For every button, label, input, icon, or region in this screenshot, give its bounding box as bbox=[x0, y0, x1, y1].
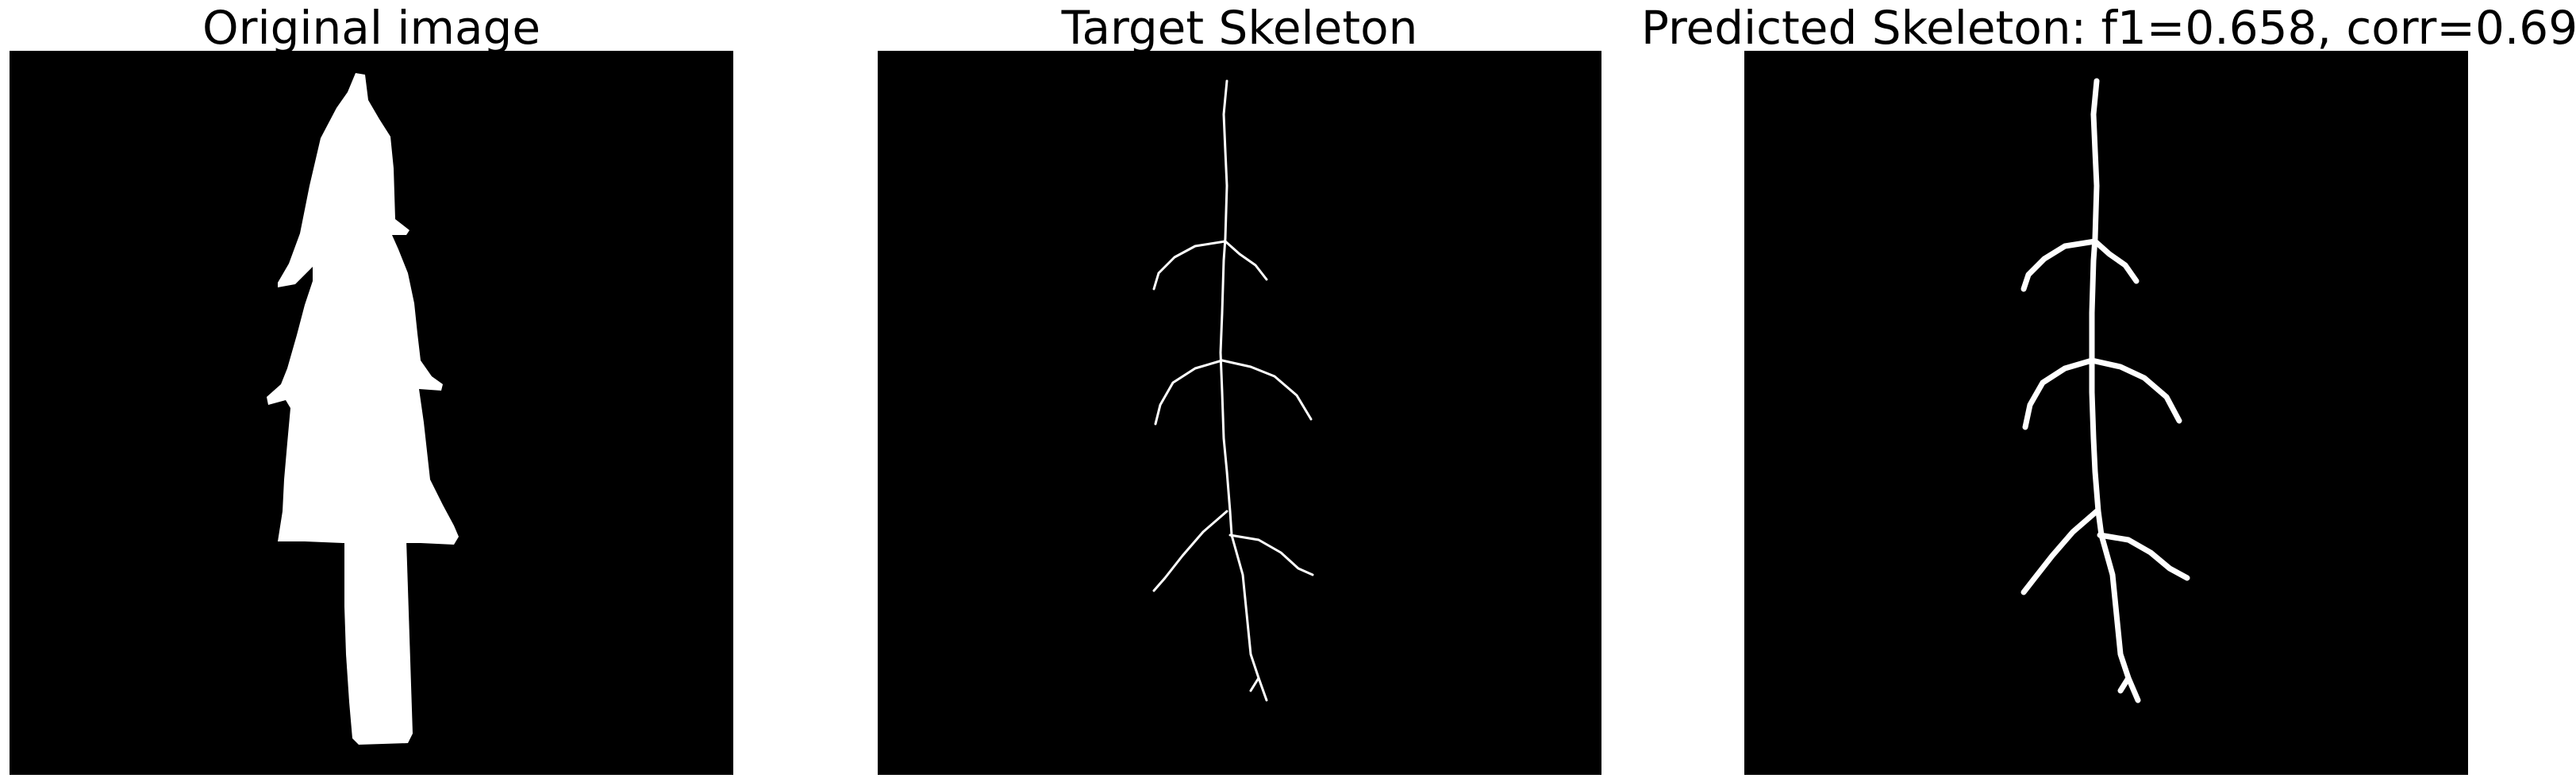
panel-title-target: Target Skeleton bbox=[1061, 1, 1418, 55]
original-image-canvas bbox=[10, 51, 733, 775]
panel-title-predicted: Predicted Skeleton: f1=0.658, corr=0.698 bbox=[1641, 1, 2576, 55]
target-skeleton-canvas bbox=[878, 51, 1601, 775]
predicted-skeleton-canvas bbox=[1744, 51, 2468, 775]
target-skeleton-image bbox=[878, 51, 1601, 775]
tree-silhouette-image bbox=[10, 51, 733, 775]
panel-title-original: Original image bbox=[202, 1, 541, 55]
predicted-skeleton-image bbox=[1744, 51, 2468, 775]
